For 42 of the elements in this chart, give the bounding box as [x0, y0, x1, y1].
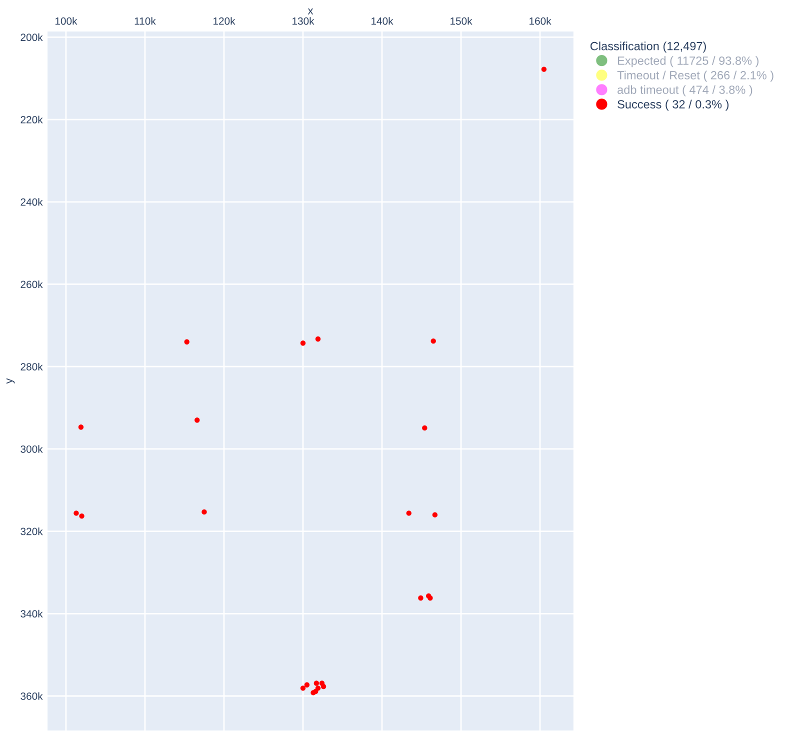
legend-label: adb timeout ( 474 / 3.8% ) [618, 85, 752, 96]
point [304, 682, 310, 688]
y-tick-label: 260k [20, 280, 43, 288]
y-tick-label: 200k [20, 33, 43, 42]
point [184, 339, 190, 344]
y-tick-label: 360k [20, 692, 43, 700]
x-tick-label: 100k [55, 17, 78, 25]
point [430, 338, 436, 344]
x-tick-label: 110k [134, 17, 156, 25]
point [418, 595, 424, 601]
point [79, 513, 84, 519]
point [202, 509, 207, 515]
y-tick-label: 300k [20, 445, 43, 453]
point [78, 424, 84, 430]
x-tick-label: 150k [450, 17, 472, 25]
point [300, 686, 306, 691]
x-axis-title: x [308, 8, 314, 14]
x-tick-label: 130k [292, 17, 314, 25]
point [422, 425, 428, 431]
y-tick-label: 220k [20, 116, 43, 124]
point [541, 66, 547, 72]
point [314, 680, 320, 686]
point [300, 340, 306, 346]
point [406, 510, 412, 516]
point [315, 686, 321, 691]
y-axis-title: y [6, 378, 15, 384]
point [432, 512, 438, 518]
y-tick-label: 280k [20, 362, 43, 370]
point [319, 680, 325, 686]
y-tick-label: 240k [20, 198, 43, 206]
legend-title: Classification (12,497) [590, 42, 706, 53]
legend-label: Success ( 32 / 0.3% ) [618, 100, 729, 111]
y-tick-label: 320k [20, 528, 43, 536]
legend-label: Timeout / Reset ( 266 / 2.1% ) [617, 70, 774, 82]
y-tick-label: 340k [20, 610, 43, 618]
point [194, 418, 200, 423]
x-tick-label: 160k [530, 17, 552, 25]
legend-label: Expected ( 11725 / 93.8% ) [618, 56, 759, 68]
x-tick-label: 120k [213, 17, 236, 25]
point [315, 336, 321, 342]
point [74, 510, 79, 516]
x-tick-label: 140k [372, 17, 394, 25]
